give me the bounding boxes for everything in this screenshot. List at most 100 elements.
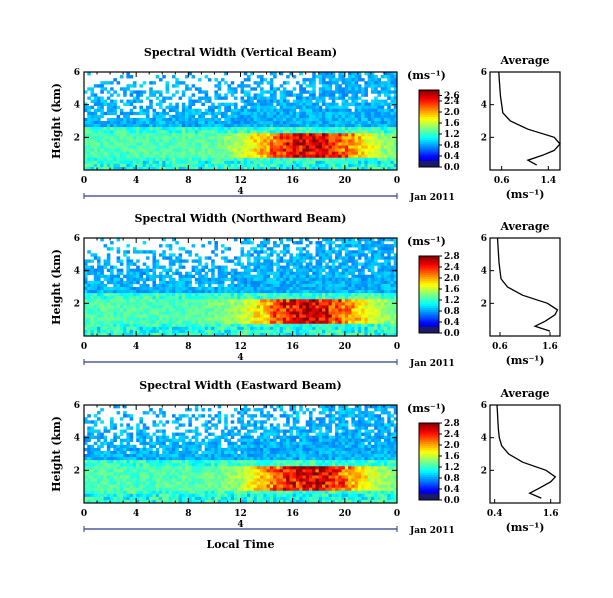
heatmap-cell [390,145,395,149]
heatmap-cell [230,90,235,94]
heatmap-cell [305,280,310,285]
heatmap-cell [260,268,264,272]
heatmap-cell [308,268,313,272]
heatmap-cell [276,332,280,337]
heatmap-cell [243,145,248,149]
heatmap-cell [341,299,346,303]
heatmap-cell [308,262,313,266]
heatmap-cell [367,290,372,294]
heatmap-cell [292,130,297,134]
heatmap-cell [247,311,251,315]
heatmap-cell [217,148,222,152]
heatmap-cell [269,136,274,140]
heatmap-cell [367,296,372,300]
heatmap-cell [338,326,342,331]
heatmap-cell [90,160,95,165]
heatmap-cell [289,136,293,140]
heatmap-cell [178,145,183,149]
heatmap-cell [335,256,339,260]
heatmap-cell [331,326,336,331]
heatmap-cell [328,290,333,294]
heatmap-cell [247,90,251,94]
heatmap-cell [116,127,121,131]
heatmap-cell [198,151,202,155]
heatmap-cell [103,259,108,263]
heatmap-cell [188,274,192,279]
heatmap-cell [145,287,150,291]
heatmap-cell [84,160,88,165]
heatmap-cell [305,148,310,152]
heatmap-cell [188,311,192,315]
heatmap-cell [322,326,326,331]
heatmap-cell [214,163,218,168]
heatmap-cell [325,133,329,137]
heatmap-cell [93,121,98,125]
heatmap-cell [119,317,124,321]
heatmap-cell [87,154,91,159]
heatmap-cell [233,277,238,282]
heatmap-cell [377,130,381,134]
heatmap-cell [237,320,241,325]
heatmap-cell [100,329,104,334]
heatmap-cell [279,238,284,242]
heatmap-cell [279,151,284,155]
heatmap-cell [318,108,323,113]
heatmap-cell [312,108,316,113]
heatmap-cell [119,305,124,309]
heatmap-cell [328,271,333,276]
heatmap-cell [273,287,277,291]
heatmap-cell [204,280,209,285]
heatmap-cell [175,323,179,328]
heatmap-cell [158,148,163,152]
heatmap-cell [145,154,150,159]
heatmap-cell [136,148,140,152]
heatmap-cell [361,145,365,149]
heatmap-cell [276,302,280,306]
heatmap-cell [315,268,320,272]
heatmap-cell [207,163,212,168]
heatmap-cell [97,136,101,140]
heatmap-cell [279,93,284,97]
heatmap-cell [273,166,277,171]
heatmap-cell [155,111,160,116]
heatmap-cell [224,305,228,309]
heatmap-cell [201,280,205,285]
heatmap-cell [328,317,333,321]
heatmap-cell [145,329,150,334]
heatmap-cell [145,163,150,168]
heatmap-cell [344,247,349,251]
heatmap-cell [331,287,336,291]
heatmap-cell [247,320,251,325]
heatmap-cell [367,293,372,297]
heatmap-cell [175,117,179,122]
heatmap-cell [158,308,163,312]
heatmap-cell [165,105,170,110]
heatmap-cell [387,87,391,91]
heatmap-cell [204,127,209,131]
heatmap-cell [90,130,95,134]
heatmap-cell [374,154,378,159]
heatmap-cell [145,136,150,140]
heatmap-cell [354,90,359,94]
heatmap-cell [354,130,359,134]
heatmap-cell [194,302,199,306]
heatmap-cell [253,268,258,272]
heatmap-cell [230,317,235,321]
heatmap-cell [328,108,333,113]
heatmap-cell [374,102,378,106]
heatmap-cell [158,320,163,325]
heatmap-cell [191,308,196,312]
heatmap-cell [357,154,362,159]
heatmap-cell [185,274,189,279]
heatmap-cell [165,296,170,300]
heatmap-cell [87,314,91,318]
heatmap-cell [152,323,157,328]
heatmap-cell [178,329,183,334]
heatmap-cell [119,271,124,276]
heatmap-cell [331,277,336,282]
heatmap-cell [341,311,346,315]
heatmap-cell [282,302,287,306]
heatmap-cell [149,145,153,149]
heatmap-cell [325,108,329,113]
heatmap-cell [97,114,101,119]
